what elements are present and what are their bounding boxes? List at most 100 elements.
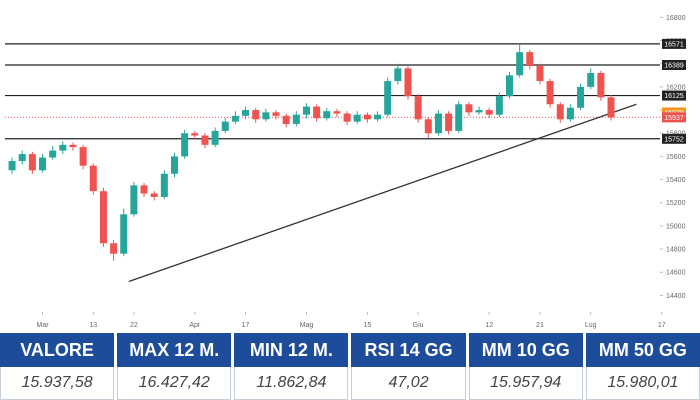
candle-body	[526, 52, 534, 67]
candle-body	[130, 185, 138, 215]
x-tick-label: Mag	[300, 322, 314, 329]
candle-body	[353, 114, 361, 122]
candle-body	[313, 106, 321, 119]
candle-body	[59, 144, 67, 151]
candle-body	[495, 96, 503, 115]
y-tick-label: 14600	[666, 270, 686, 277]
candle-body	[201, 135, 209, 145]
y-tick-label: 15000	[666, 223, 686, 230]
table-header: MAX 12 M.	[117, 333, 232, 367]
y-tick-label: 16200	[666, 84, 686, 91]
candle-body	[465, 104, 473, 113]
candle-body	[536, 66, 544, 82]
candle-body	[546, 81, 554, 105]
candle-body	[120, 214, 128, 254]
candle-body	[140, 185, 148, 194]
level-label: 16389	[664, 62, 684, 69]
x-tick-label: 13	[89, 322, 97, 329]
candle-body	[160, 173, 168, 197]
candle-body	[577, 86, 585, 108]
candle-body	[79, 147, 87, 166]
x-tick-label: Mar	[36, 322, 49, 329]
candle-body	[434, 113, 442, 134]
candle-body	[252, 110, 260, 120]
candle-body	[211, 130, 219, 145]
y-tick-label: 16800	[666, 15, 686, 22]
table-cell: 16.427,42	[117, 367, 232, 400]
table-cell: 15.957,94	[468, 367, 583, 400]
candle-body	[39, 157, 47, 171]
candle-body	[89, 165, 97, 192]
level-badge	[662, 38, 686, 49]
x-tick-label: 17	[242, 322, 250, 329]
candle-body	[231, 115, 239, 122]
candle-body	[394, 68, 402, 82]
candle-body	[516, 52, 524, 76]
candle-body	[282, 115, 290, 124]
level-label: 16571	[664, 41, 684, 48]
table-cell: 11.862,84	[234, 367, 349, 400]
y-tick-label: 14800	[666, 247, 686, 254]
trendline	[128, 103, 637, 283]
candle-body	[191, 133, 199, 136]
candle-body	[181, 133, 189, 157]
stats-table: VALORE MAX 12 M. MIN 12 M. RSI 14 GG MM 10 G…	[0, 333, 700, 400]
candle-body	[272, 112, 280, 116]
candle-body	[323, 111, 331, 119]
candle-body	[49, 150, 57, 158]
y-tick-label: 15400	[666, 177, 686, 184]
candle-body	[566, 107, 574, 120]
y-tick-label: 15200	[666, 200, 686, 207]
table-header: MIN 12 M.	[234, 333, 349, 367]
candle-body	[414, 96, 422, 120]
candle-body	[445, 113, 453, 131]
candle-body	[69, 144, 77, 148]
y-tick-label: 14400	[666, 293, 686, 300]
candle-body	[221, 121, 229, 131]
candle-body	[384, 81, 392, 115]
candle-body	[485, 110, 493, 115]
level-badge	[662, 90, 686, 101]
candle-body	[374, 114, 382, 120]
y-tick-label: 15600	[666, 154, 686, 161]
candle-body	[424, 119, 432, 134]
candle-body	[506, 75, 513, 97]
table-cell: 15.937,58	[0, 367, 115, 400]
candle-body	[150, 193, 158, 197]
candle-body	[475, 110, 483, 113]
x-tick-label: Lug	[585, 322, 597, 329]
table-header: MM 10 GG	[468, 333, 583, 367]
candle-body	[171, 156, 178, 174]
candle-body	[262, 112, 270, 120]
x-tick-label: Giu	[413, 322, 424, 329]
price-label: 15937	[664, 115, 684, 122]
candle-body	[302, 106, 310, 115]
table-cell: 47,02	[351, 367, 466, 400]
candle-body	[242, 110, 250, 116]
candle-body	[28, 154, 36, 171]
table-header: VALORE	[0, 333, 115, 367]
x-tick-label: 12	[485, 322, 493, 329]
x-tick-label: 17	[658, 322, 666, 329]
level-label: 16125	[664, 93, 684, 100]
candle-body	[607, 97, 615, 118]
candle-body	[455, 104, 463, 131]
x-tick-label: Apr	[189, 322, 201, 329]
chart: 1440014600148001500015200154001560015800…	[5, 15, 686, 329]
candle-body	[587, 72, 595, 87]
table-header: MM 50 GG	[585, 333, 700, 367]
x-tick-label: 22	[130, 322, 138, 329]
candle-body	[343, 113, 351, 122]
candle-body	[8, 161, 16, 171]
candle-body	[333, 111, 341, 114]
table-header: RSI 14 GG	[351, 333, 466, 367]
candle-body	[556, 104, 564, 120]
candle-body	[292, 114, 300, 124]
level-badge	[662, 133, 686, 144]
candle-body	[110, 243, 118, 254]
x-tick-label: 15	[363, 322, 371, 329]
candle-body	[99, 191, 107, 244]
candle-body	[363, 114, 371, 120]
x-tick-label: 21	[536, 322, 544, 329]
